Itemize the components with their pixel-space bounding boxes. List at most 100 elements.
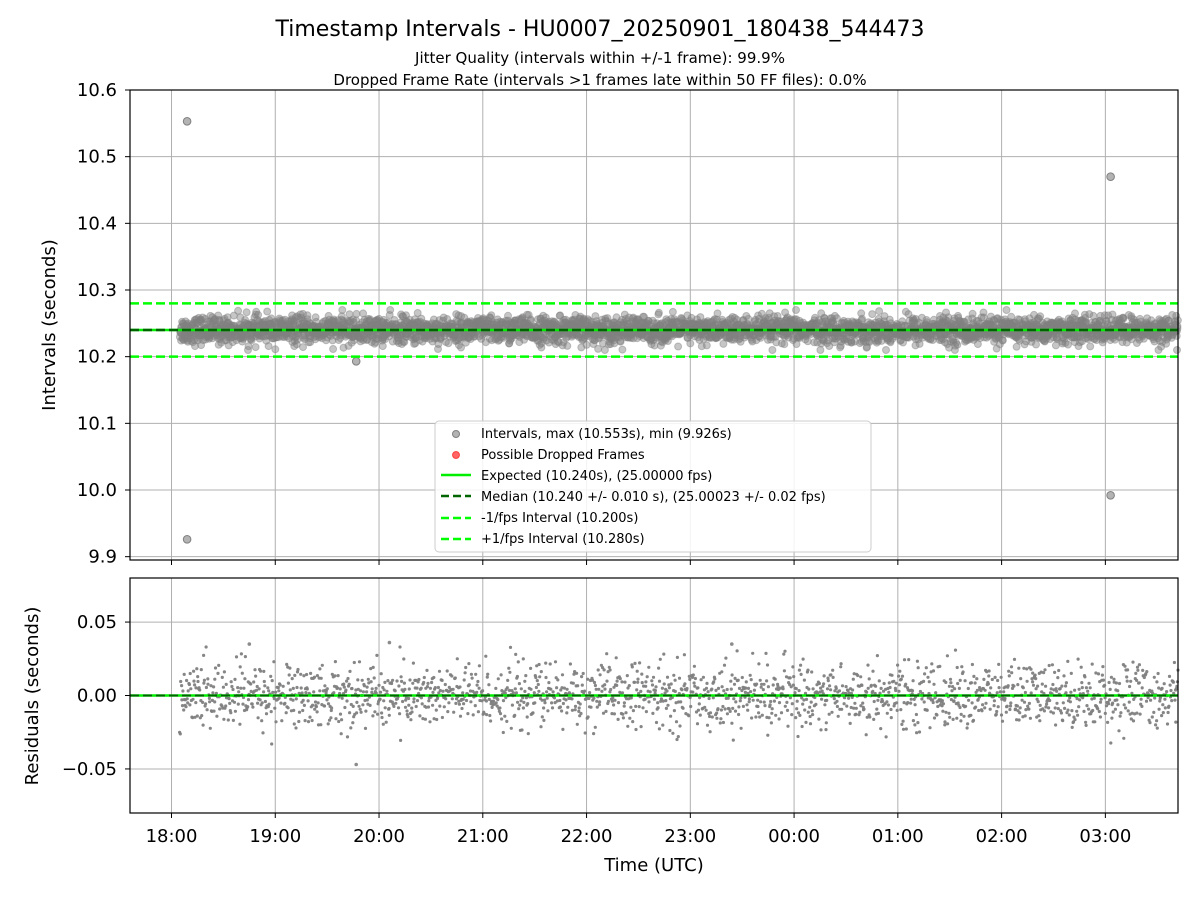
data-point xyxy=(342,685,346,689)
data-point xyxy=(781,687,785,691)
data-point xyxy=(440,678,444,683)
data-point xyxy=(204,685,208,690)
data-point xyxy=(639,725,643,729)
data-point xyxy=(673,678,677,682)
data-point xyxy=(641,706,645,710)
data-point xyxy=(746,686,751,691)
data-point xyxy=(204,331,213,340)
data-point xyxy=(259,669,263,673)
data-point xyxy=(450,697,454,701)
data-point xyxy=(267,314,276,323)
data-point xyxy=(744,686,748,690)
data-point xyxy=(740,675,744,680)
data-point xyxy=(695,722,700,726)
data-point xyxy=(382,688,386,692)
data-point xyxy=(198,688,202,692)
data-point xyxy=(660,686,665,690)
legend-label: +1/fps Interval (10.280s) xyxy=(481,532,645,547)
data-point xyxy=(265,331,274,340)
data-point xyxy=(177,336,186,345)
data-point xyxy=(715,716,719,720)
data-point xyxy=(444,697,448,701)
data-point xyxy=(956,681,960,686)
data-point xyxy=(837,689,842,693)
data-point xyxy=(747,700,751,704)
data-point xyxy=(514,691,519,695)
data-point xyxy=(951,717,955,722)
data-point xyxy=(420,702,424,706)
data-point xyxy=(844,685,848,689)
data-point xyxy=(822,682,826,686)
data-point xyxy=(749,690,753,694)
data-point xyxy=(665,675,670,679)
data-point xyxy=(521,706,526,710)
data-point xyxy=(914,712,919,717)
data-point xyxy=(595,705,599,709)
data-point xyxy=(446,710,450,714)
data-point xyxy=(250,313,259,322)
data-point xyxy=(281,315,290,324)
data-point xyxy=(894,688,898,693)
data-point xyxy=(256,331,265,339)
data-point xyxy=(911,719,916,723)
data-point xyxy=(192,679,196,683)
data-point xyxy=(546,709,550,713)
data-point xyxy=(398,645,402,649)
data-point xyxy=(218,707,222,711)
data-point xyxy=(525,715,529,719)
data-point xyxy=(693,676,698,681)
data-point xyxy=(346,676,350,681)
data-point xyxy=(237,333,246,341)
data-point xyxy=(209,318,217,326)
data-point xyxy=(202,681,206,685)
data-point xyxy=(358,707,362,711)
data-point xyxy=(315,333,324,342)
y-tick-label: 10.3 xyxy=(77,280,117,301)
data-point xyxy=(657,679,662,683)
data-point xyxy=(278,683,282,687)
data-point xyxy=(533,701,537,705)
data-point xyxy=(239,333,248,342)
data-point xyxy=(371,665,375,670)
data-point xyxy=(244,342,253,351)
data-point xyxy=(301,698,305,703)
data-point xyxy=(199,320,208,329)
data-point xyxy=(704,686,709,690)
data-point xyxy=(943,720,947,724)
data-point xyxy=(786,724,790,728)
data-point xyxy=(355,700,359,705)
data-point xyxy=(279,320,288,329)
data-point xyxy=(419,686,423,690)
data-point xyxy=(722,663,727,667)
data-point xyxy=(596,668,600,672)
data-point xyxy=(911,679,915,683)
outlier-point xyxy=(1106,491,1115,500)
data-point xyxy=(264,320,273,329)
data-point xyxy=(941,702,946,706)
data-point xyxy=(672,673,676,677)
data-point xyxy=(333,674,337,678)
data-point xyxy=(304,338,313,347)
data-point xyxy=(363,726,368,731)
data-point xyxy=(306,332,315,340)
data-point xyxy=(282,332,291,341)
data-point xyxy=(924,666,928,670)
data-point xyxy=(227,333,235,342)
data-point xyxy=(796,734,800,739)
data-point xyxy=(414,704,418,709)
data-point xyxy=(440,715,444,720)
data-point xyxy=(654,308,663,317)
data-point xyxy=(350,686,354,691)
data-point xyxy=(202,653,206,658)
data-point xyxy=(292,722,296,726)
data-point xyxy=(840,684,845,688)
data-point xyxy=(633,680,637,684)
data-point xyxy=(312,690,316,694)
data-point xyxy=(392,704,396,709)
data-point xyxy=(223,333,232,342)
data-point xyxy=(288,688,292,692)
data-point xyxy=(872,699,876,704)
data-point xyxy=(698,713,702,717)
data-point xyxy=(915,731,919,735)
data-point xyxy=(206,317,214,326)
